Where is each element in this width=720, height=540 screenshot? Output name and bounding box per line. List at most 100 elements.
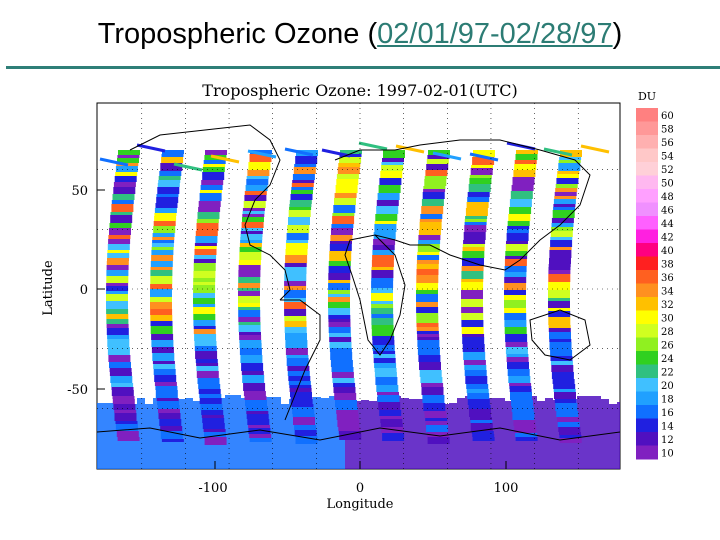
swath-segment — [551, 223, 574, 227]
swath-segment — [548, 317, 571, 325]
swath-segment — [504, 300, 526, 308]
swath-segment — [199, 193, 222, 201]
swath-segment — [426, 425, 449, 432]
swath-segment — [328, 280, 351, 283]
swath-segment — [200, 190, 222, 193]
swath-segment — [417, 334, 440, 337]
swath-segment — [504, 313, 527, 320]
swath-segment — [514, 160, 537, 164]
x-tick-label: 100 — [494, 481, 519, 496]
swath-segment — [200, 185, 223, 190]
swath-segment — [466, 389, 489, 393]
swath-segment — [193, 293, 215, 298]
swath-segment — [288, 210, 311, 217]
swath-segment — [245, 185, 268, 191]
polar-band-segment — [617, 402, 620, 469]
swath-segment — [372, 336, 395, 340]
swath-segment — [465, 216, 488, 219]
swath-segment — [197, 212, 220, 219]
swath-segment — [242, 208, 265, 211]
swath-segment — [464, 225, 487, 232]
swath-segment — [548, 311, 571, 317]
colorbar-swatch — [636, 162, 658, 176]
swath-segment — [290, 397, 313, 404]
swath-segment — [295, 156, 318, 164]
x-tick-label: 0 — [356, 481, 364, 496]
swath-segment — [285, 243, 308, 249]
swath-segment — [243, 391, 266, 396]
swath-segment — [151, 334, 174, 340]
swath-segment — [106, 324, 129, 328]
swath-segment — [330, 235, 353, 241]
swath-segment — [153, 364, 176, 369]
swath-segment — [110, 376, 133, 383]
swath-segment — [117, 158, 139, 163]
swath-segment — [152, 361, 175, 364]
polar-band-segment — [497, 398, 505, 469]
swath-segment — [205, 150, 227, 155]
swath-segment — [193, 320, 216, 326]
swath-segment — [284, 309, 307, 316]
swath-segment — [193, 259, 216, 263]
colorbar-label: 30 — [661, 314, 674, 325]
swath-segment — [473, 150, 495, 157]
swath-segment — [428, 150, 450, 155]
swath-segment — [337, 167, 360, 174]
swath-segment — [202, 418, 225, 423]
swath-segment — [194, 255, 217, 259]
swath-segment — [238, 325, 261, 332]
swath-segment — [160, 163, 183, 171]
swath-segment — [157, 401, 180, 405]
date-range-link[interactable]: 02/01/97-02/28/97 — [377, 18, 613, 50]
swath-segment — [107, 250, 130, 253]
swath-segment — [286, 233, 309, 240]
swath-segment — [334, 193, 357, 198]
swath-segment — [504, 320, 527, 327]
swath-segment — [150, 315, 173, 321]
swath-segment — [115, 172, 138, 176]
swath-segment — [158, 413, 181, 419]
swath-segment — [158, 180, 181, 183]
map-title: Tropospheric Ozone: 1997-02-01(UTC) — [202, 81, 517, 100]
swath-segment — [511, 406, 534, 412]
swath-segment — [418, 230, 441, 235]
swath-segment — [512, 177, 535, 185]
swath-segment — [548, 274, 571, 282]
colorbar-label: 56 — [661, 138, 674, 149]
northern-streak — [321, 148, 351, 158]
swath-segment — [379, 416, 402, 419]
swath-segment — [334, 198, 356, 205]
swath-segment — [371, 304, 394, 308]
swath-segment — [199, 394, 222, 398]
colorbar-label: 32 — [661, 300, 674, 311]
swath-segment — [461, 313, 484, 320]
colorbar-swatch — [636, 445, 658, 460]
colorbar-swatch — [636, 351, 658, 365]
swath-segment — [242, 375, 265, 383]
swath-segment — [504, 277, 527, 283]
swath-segment — [425, 170, 448, 176]
swath-segment — [421, 387, 444, 395]
swath-segment — [549, 342, 572, 350]
swath-segment — [506, 241, 528, 244]
swath-segment — [116, 431, 139, 437]
swath-segment — [417, 244, 440, 252]
colorbar-label: 26 — [661, 341, 674, 352]
swath-segment — [154, 375, 177, 382]
swath-segment — [504, 308, 527, 313]
swath-segment — [373, 358, 396, 363]
swath-segment — [154, 216, 177, 221]
swath-segment — [328, 294, 350, 297]
swath-segment — [245, 406, 268, 411]
swath-segment — [416, 307, 439, 313]
swath-segment — [240, 237, 263, 240]
swath-segment — [106, 276, 129, 283]
swath-segment — [161, 439, 184, 442]
swath-segment — [552, 210, 575, 218]
swath-segment — [558, 427, 581, 432]
swath-segment — [240, 234, 263, 237]
swath-segment — [421, 206, 444, 214]
colorbar-swatch — [636, 432, 658, 446]
swath-segment — [371, 260, 394, 267]
swath-segment — [328, 322, 351, 327]
